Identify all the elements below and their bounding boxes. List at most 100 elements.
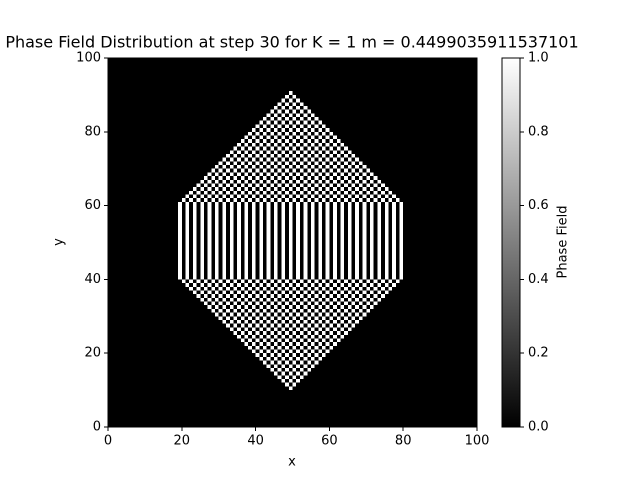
cell [244, 231, 249, 236]
cell [347, 290, 352, 295]
cell [303, 183, 308, 188]
cell [189, 220, 193, 225]
cell [255, 146, 260, 151]
cell [336, 227, 341, 232]
cell [314, 242, 319, 247]
cell [303, 91, 308, 95]
cell [366, 179, 370, 184]
cell [288, 201, 293, 206]
cell [288, 220, 293, 225]
cell [277, 249, 282, 254]
cell [196, 201, 201, 206]
cell [218, 275, 223, 280]
cell [207, 305, 212, 309]
cell [211, 272, 216, 276]
cell [255, 305, 260, 309]
cell [322, 194, 326, 199]
cell [292, 283, 297, 287]
cell [347, 183, 352, 188]
cell [281, 356, 286, 361]
cell [299, 98, 304, 103]
cell [277, 275, 282, 280]
cell [218, 375, 223, 380]
cell [325, 286, 330, 291]
cell [355, 139, 359, 143]
cell [355, 331, 359, 335]
cell [362, 153, 367, 158]
cell [229, 323, 234, 328]
cell [366, 212, 370, 217]
cell [270, 190, 275, 195]
cell [248, 224, 252, 228]
cell [392, 349, 396, 354]
cell [244, 172, 249, 177]
cell [347, 128, 352, 132]
cell [377, 94, 382, 99]
cell [322, 260, 326, 265]
cell [347, 131, 352, 136]
cell [226, 294, 230, 298]
cell [259, 386, 263, 391]
cell [355, 319, 359, 324]
cell [185, 242, 190, 247]
cell [270, 382, 275, 387]
cell [362, 338, 367, 343]
cell [226, 316, 230, 320]
cell [226, 142, 230, 147]
cell [215, 294, 219, 298]
cell [351, 260, 356, 265]
cell [403, 187, 407, 191]
cell [240, 150, 245, 154]
cell [277, 360, 282, 365]
cell [403, 98, 407, 103]
cell [384, 238, 389, 243]
cell [244, 150, 249, 154]
cell [388, 224, 393, 228]
cell [218, 360, 223, 365]
cell [288, 345, 293, 350]
cell [192, 294, 197, 298]
cell [240, 367, 245, 372]
cell [395, 316, 400, 320]
cell [255, 216, 260, 221]
cell [281, 331, 286, 335]
cell [384, 268, 389, 273]
cell [218, 172, 223, 177]
cell [377, 316, 382, 320]
cell [181, 327, 186, 332]
cell [229, 253, 234, 258]
cell [226, 161, 230, 166]
cell [259, 183, 263, 188]
cell [248, 338, 252, 343]
cell [358, 194, 363, 199]
cell [185, 327, 190, 332]
cell [200, 246, 204, 250]
cell [281, 367, 286, 372]
cell [266, 153, 271, 158]
cell [189, 153, 193, 158]
cell [222, 98, 227, 103]
cell [329, 312, 334, 317]
cell [307, 279, 311, 284]
cell [226, 301, 230, 306]
cell [229, 98, 234, 103]
cell [318, 172, 323, 177]
cell [274, 308, 278, 313]
cell [218, 242, 223, 247]
cell [237, 331, 241, 335]
cell [196, 297, 201, 302]
cell [266, 305, 271, 309]
cell [307, 246, 311, 250]
cell [329, 235, 334, 239]
cell [314, 382, 319, 387]
cell [229, 356, 234, 361]
cell [296, 334, 300, 339]
cell [366, 209, 370, 213]
cell [395, 279, 400, 284]
cell [299, 139, 304, 143]
cell [336, 187, 341, 191]
cell [299, 165, 304, 169]
cell [200, 176, 204, 180]
cell [369, 353, 374, 357]
cell [307, 109, 311, 114]
